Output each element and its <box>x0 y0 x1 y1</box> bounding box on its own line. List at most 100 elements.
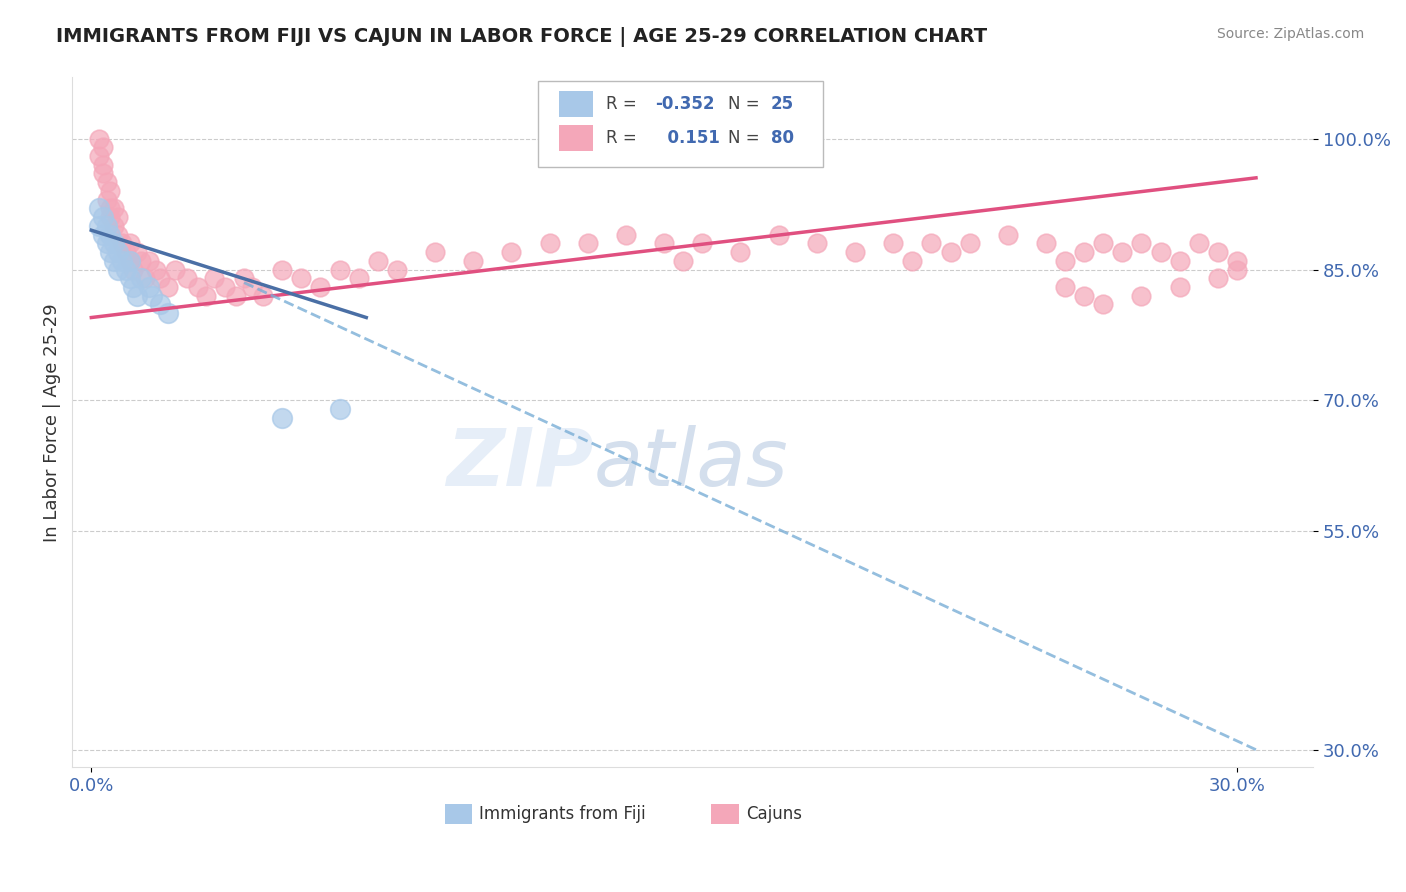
Point <box>576 236 599 251</box>
Point <box>768 227 790 242</box>
Point <box>939 245 962 260</box>
Point <box>271 411 294 425</box>
Text: IMMIGRANTS FROM FIJI VS CAJUN IN LABOR FORCE | AGE 25-29 CORRELATION CHART: IMMIGRANTS FROM FIJI VS CAJUN IN LABOR F… <box>56 27 987 46</box>
Point <box>901 253 924 268</box>
Point <box>87 219 110 233</box>
Point <box>920 236 942 251</box>
Point <box>1035 236 1057 251</box>
Point <box>145 262 167 277</box>
FancyBboxPatch shape <box>444 805 472 823</box>
Point <box>730 245 752 260</box>
Point <box>129 253 152 268</box>
Point <box>501 245 523 260</box>
Point <box>138 280 160 294</box>
Point <box>176 271 198 285</box>
Y-axis label: In Labor Force | Age 25-29: In Labor Force | Age 25-29 <box>44 303 60 541</box>
Point <box>1092 236 1115 251</box>
Point <box>652 236 675 251</box>
Text: Immigrants from Fiji: Immigrants from Fiji <box>479 805 645 823</box>
Point <box>156 306 179 320</box>
Point <box>1073 289 1095 303</box>
Point <box>165 262 187 277</box>
Point <box>138 253 160 268</box>
Point <box>91 227 114 242</box>
Point <box>103 219 125 233</box>
Point <box>614 227 637 242</box>
Point <box>882 236 904 251</box>
Point <box>100 210 122 224</box>
Point <box>96 193 118 207</box>
Point <box>385 262 408 277</box>
Point <box>187 280 209 294</box>
Point <box>149 271 172 285</box>
Point <box>959 236 981 251</box>
Point <box>141 289 163 303</box>
Text: Cajuns: Cajuns <box>747 805 801 823</box>
Text: N =: N = <box>727 95 765 112</box>
Point <box>111 253 134 268</box>
Point <box>233 271 256 285</box>
Point <box>91 158 114 172</box>
Text: R =: R = <box>606 129 643 147</box>
Point <box>1226 253 1249 268</box>
Point <box>91 140 114 154</box>
Point <box>692 236 714 251</box>
FancyBboxPatch shape <box>558 125 593 152</box>
Point <box>118 253 141 268</box>
Point <box>423 245 446 260</box>
Point <box>1206 245 1229 260</box>
Point <box>156 280 179 294</box>
Point <box>114 262 136 277</box>
Point <box>328 402 350 417</box>
Point <box>118 271 141 285</box>
Point <box>1054 253 1077 268</box>
Point <box>328 262 350 277</box>
Point <box>538 236 561 251</box>
Point <box>127 289 149 303</box>
Point <box>122 280 145 294</box>
Point <box>122 262 145 277</box>
Point <box>114 245 136 260</box>
FancyBboxPatch shape <box>711 805 738 823</box>
Point <box>367 253 389 268</box>
Point <box>149 297 172 311</box>
Point <box>672 253 695 268</box>
Point <box>1130 236 1153 251</box>
Point <box>96 175 118 189</box>
Point <box>107 210 129 224</box>
Point <box>463 253 485 268</box>
Text: N =: N = <box>727 129 765 147</box>
FancyBboxPatch shape <box>537 81 823 167</box>
Point <box>1149 245 1171 260</box>
Point <box>107 245 129 260</box>
Point <box>202 271 225 285</box>
Text: Source: ZipAtlas.com: Source: ZipAtlas.com <box>1216 27 1364 41</box>
Point <box>1168 253 1191 268</box>
Point <box>225 289 247 303</box>
Point <box>214 280 236 294</box>
Point <box>100 227 122 242</box>
Point <box>1092 297 1115 311</box>
Point <box>100 184 122 198</box>
Point <box>1054 280 1077 294</box>
Point <box>127 245 149 260</box>
Point <box>118 236 141 251</box>
Text: 80: 80 <box>770 129 794 147</box>
Point <box>91 166 114 180</box>
Point <box>1188 236 1211 251</box>
Point <box>96 236 118 251</box>
Point <box>844 245 866 260</box>
Text: atlas: atlas <box>593 425 789 503</box>
Point <box>118 253 141 268</box>
Point <box>96 219 118 233</box>
Point <box>87 131 110 145</box>
Point <box>134 271 156 285</box>
Point <box>103 202 125 216</box>
Point <box>107 262 129 277</box>
Point <box>347 271 370 285</box>
Point <box>103 253 125 268</box>
Point <box>290 271 312 285</box>
Text: 0.151: 0.151 <box>655 129 720 147</box>
Point <box>1130 289 1153 303</box>
Point <box>806 236 828 251</box>
